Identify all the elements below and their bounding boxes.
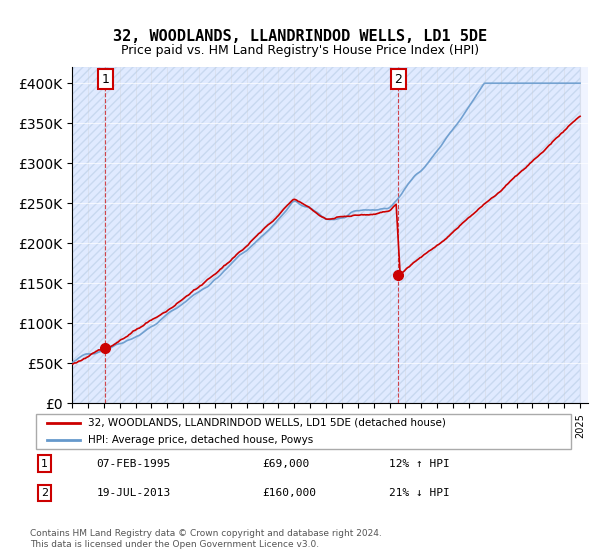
Text: Price paid vs. HM Land Registry's House Price Index (HPI): Price paid vs. HM Land Registry's House … — [121, 44, 479, 57]
Text: Contains HM Land Registry data © Crown copyright and database right 2024.
This d: Contains HM Land Registry data © Crown c… — [30, 529, 382, 549]
Text: 1: 1 — [101, 73, 109, 86]
Text: £160,000: £160,000 — [262, 488, 316, 498]
Text: HPI: Average price, detached house, Powys: HPI: Average price, detached house, Powy… — [88, 435, 313, 445]
Text: 2: 2 — [41, 488, 48, 498]
Text: 19-JUL-2013: 19-JUL-2013 — [96, 488, 170, 498]
Text: 2: 2 — [394, 73, 402, 86]
Text: 1: 1 — [41, 459, 48, 469]
Text: 12% ↑ HPI: 12% ↑ HPI — [389, 459, 449, 469]
Text: 21% ↓ HPI: 21% ↓ HPI — [389, 488, 449, 498]
Text: 07-FEB-1995: 07-FEB-1995 — [96, 459, 170, 469]
Text: £69,000: £69,000 — [262, 459, 309, 469]
FancyBboxPatch shape — [35, 413, 571, 449]
Text: 32, WOODLANDS, LLANDRINDOD WELLS, LD1 5DE: 32, WOODLANDS, LLANDRINDOD WELLS, LD1 5D… — [113, 29, 487, 44]
Text: 32, WOODLANDS, LLANDRINDOD WELLS, LD1 5DE (detached house): 32, WOODLANDS, LLANDRINDOD WELLS, LD1 5D… — [88, 418, 446, 428]
